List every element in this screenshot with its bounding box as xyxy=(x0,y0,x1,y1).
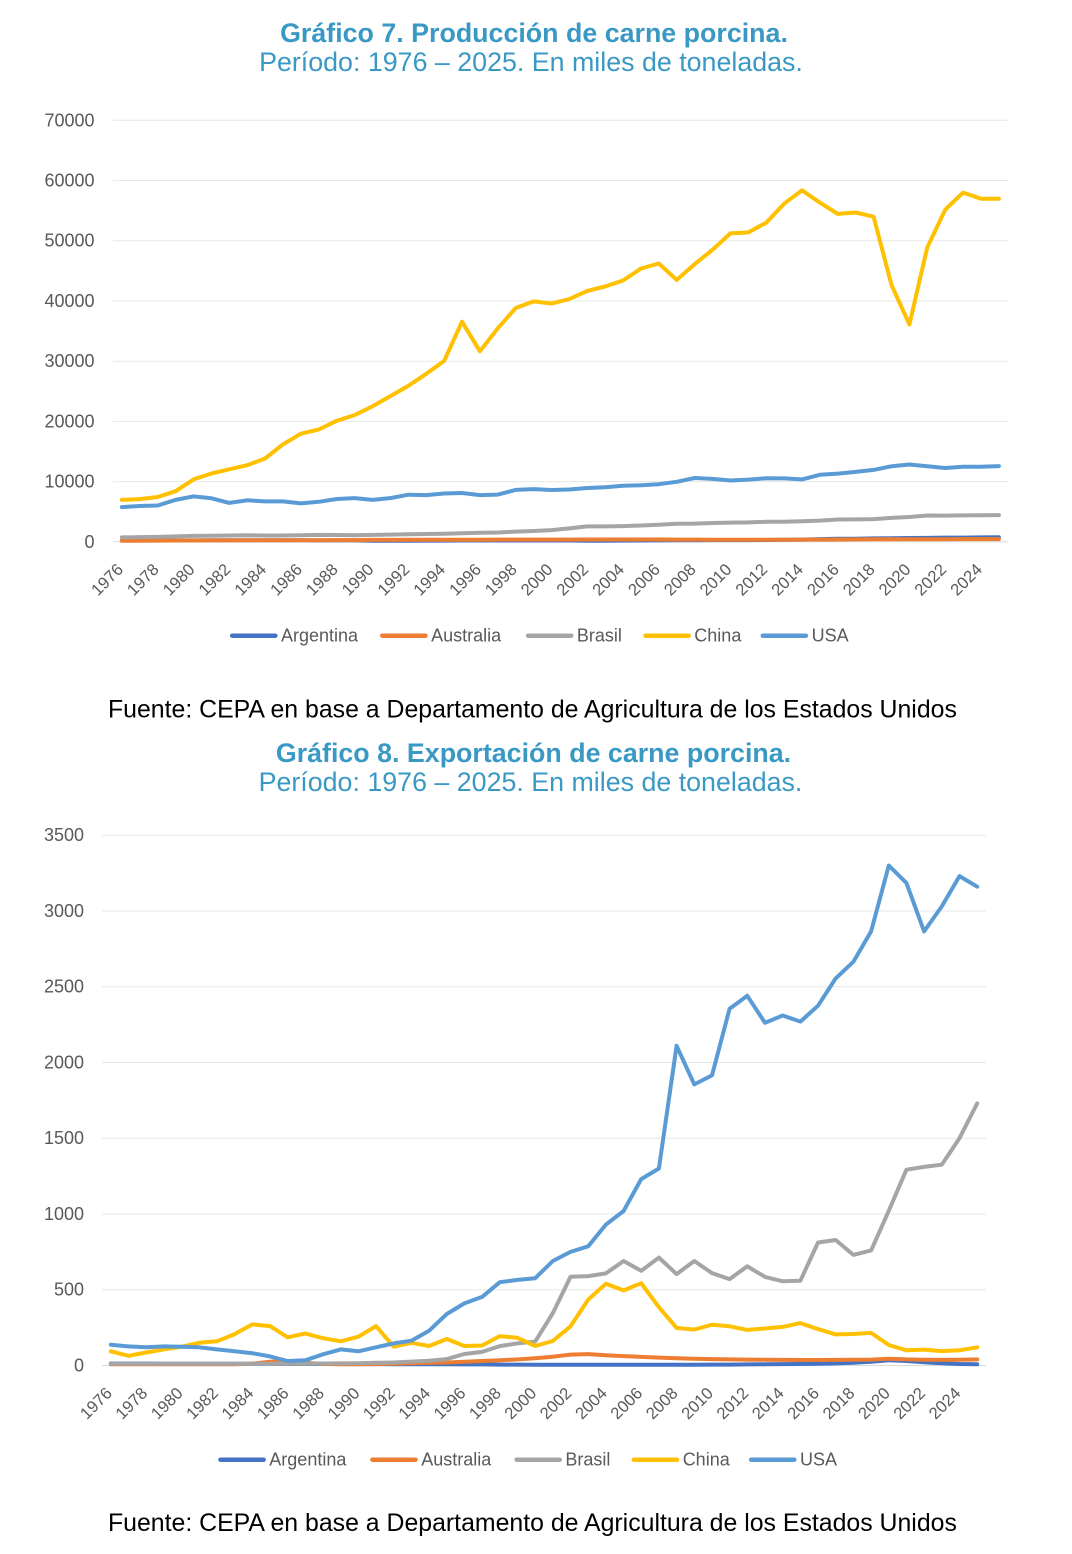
svg-text:Gráfico 8. Exportación de carn: Gráfico 8. Exportación de carne porcina. xyxy=(276,738,791,768)
svg-text:Gráfico 7. Producción de carne: Gráfico 7. Producción de carne porcina. xyxy=(280,18,788,48)
svg-text:Argentina: Argentina xyxy=(281,626,359,646)
svg-text:50000: 50000 xyxy=(44,231,94,251)
svg-text:Período: 1976 – 2025. En miles: Período: 1976 – 2025. En miles de tonela… xyxy=(259,47,803,77)
svg-text:60000: 60000 xyxy=(44,171,94,191)
svg-text:Fuente: CEPA en base a Departa: Fuente: CEPA en base a Departamento de A… xyxy=(108,1510,957,1537)
svg-text:Fuente: CEPA en base a Departa: Fuente: CEPA en base a Departamento de A… xyxy=(108,697,957,724)
svg-text:2000: 2000 xyxy=(44,1053,84,1073)
svg-text:Argentina: Argentina xyxy=(269,1450,347,1470)
svg-text:3000: 3000 xyxy=(44,901,84,921)
svg-text:Australia: Australia xyxy=(431,626,502,646)
svg-text:China: China xyxy=(694,626,742,646)
svg-text:20000: 20000 xyxy=(44,411,94,431)
svg-text:10000: 10000 xyxy=(44,472,94,492)
svg-text:USA: USA xyxy=(812,626,849,646)
svg-text:Brasil: Brasil xyxy=(577,626,622,646)
svg-text:3500: 3500 xyxy=(44,825,84,845)
svg-text:Brasil: Brasil xyxy=(565,1450,610,1470)
svg-text:1000: 1000 xyxy=(44,1204,84,1224)
svg-text:500: 500 xyxy=(54,1280,84,1300)
svg-text:1500: 1500 xyxy=(44,1128,84,1148)
svg-text:30000: 30000 xyxy=(44,351,94,371)
svg-text:2500: 2500 xyxy=(44,977,84,997)
svg-text:Australia: Australia xyxy=(421,1450,492,1470)
svg-text:70000: 70000 xyxy=(44,110,94,130)
svg-text:40000: 40000 xyxy=(44,291,94,311)
svg-text:Período: 1976 – 2025. En miles: Período: 1976 – 2025. En miles de tonela… xyxy=(259,767,803,797)
svg-text:0: 0 xyxy=(74,1356,84,1376)
svg-text:USA: USA xyxy=(800,1450,837,1470)
svg-text:China: China xyxy=(683,1450,731,1470)
svg-text:0: 0 xyxy=(84,532,94,552)
